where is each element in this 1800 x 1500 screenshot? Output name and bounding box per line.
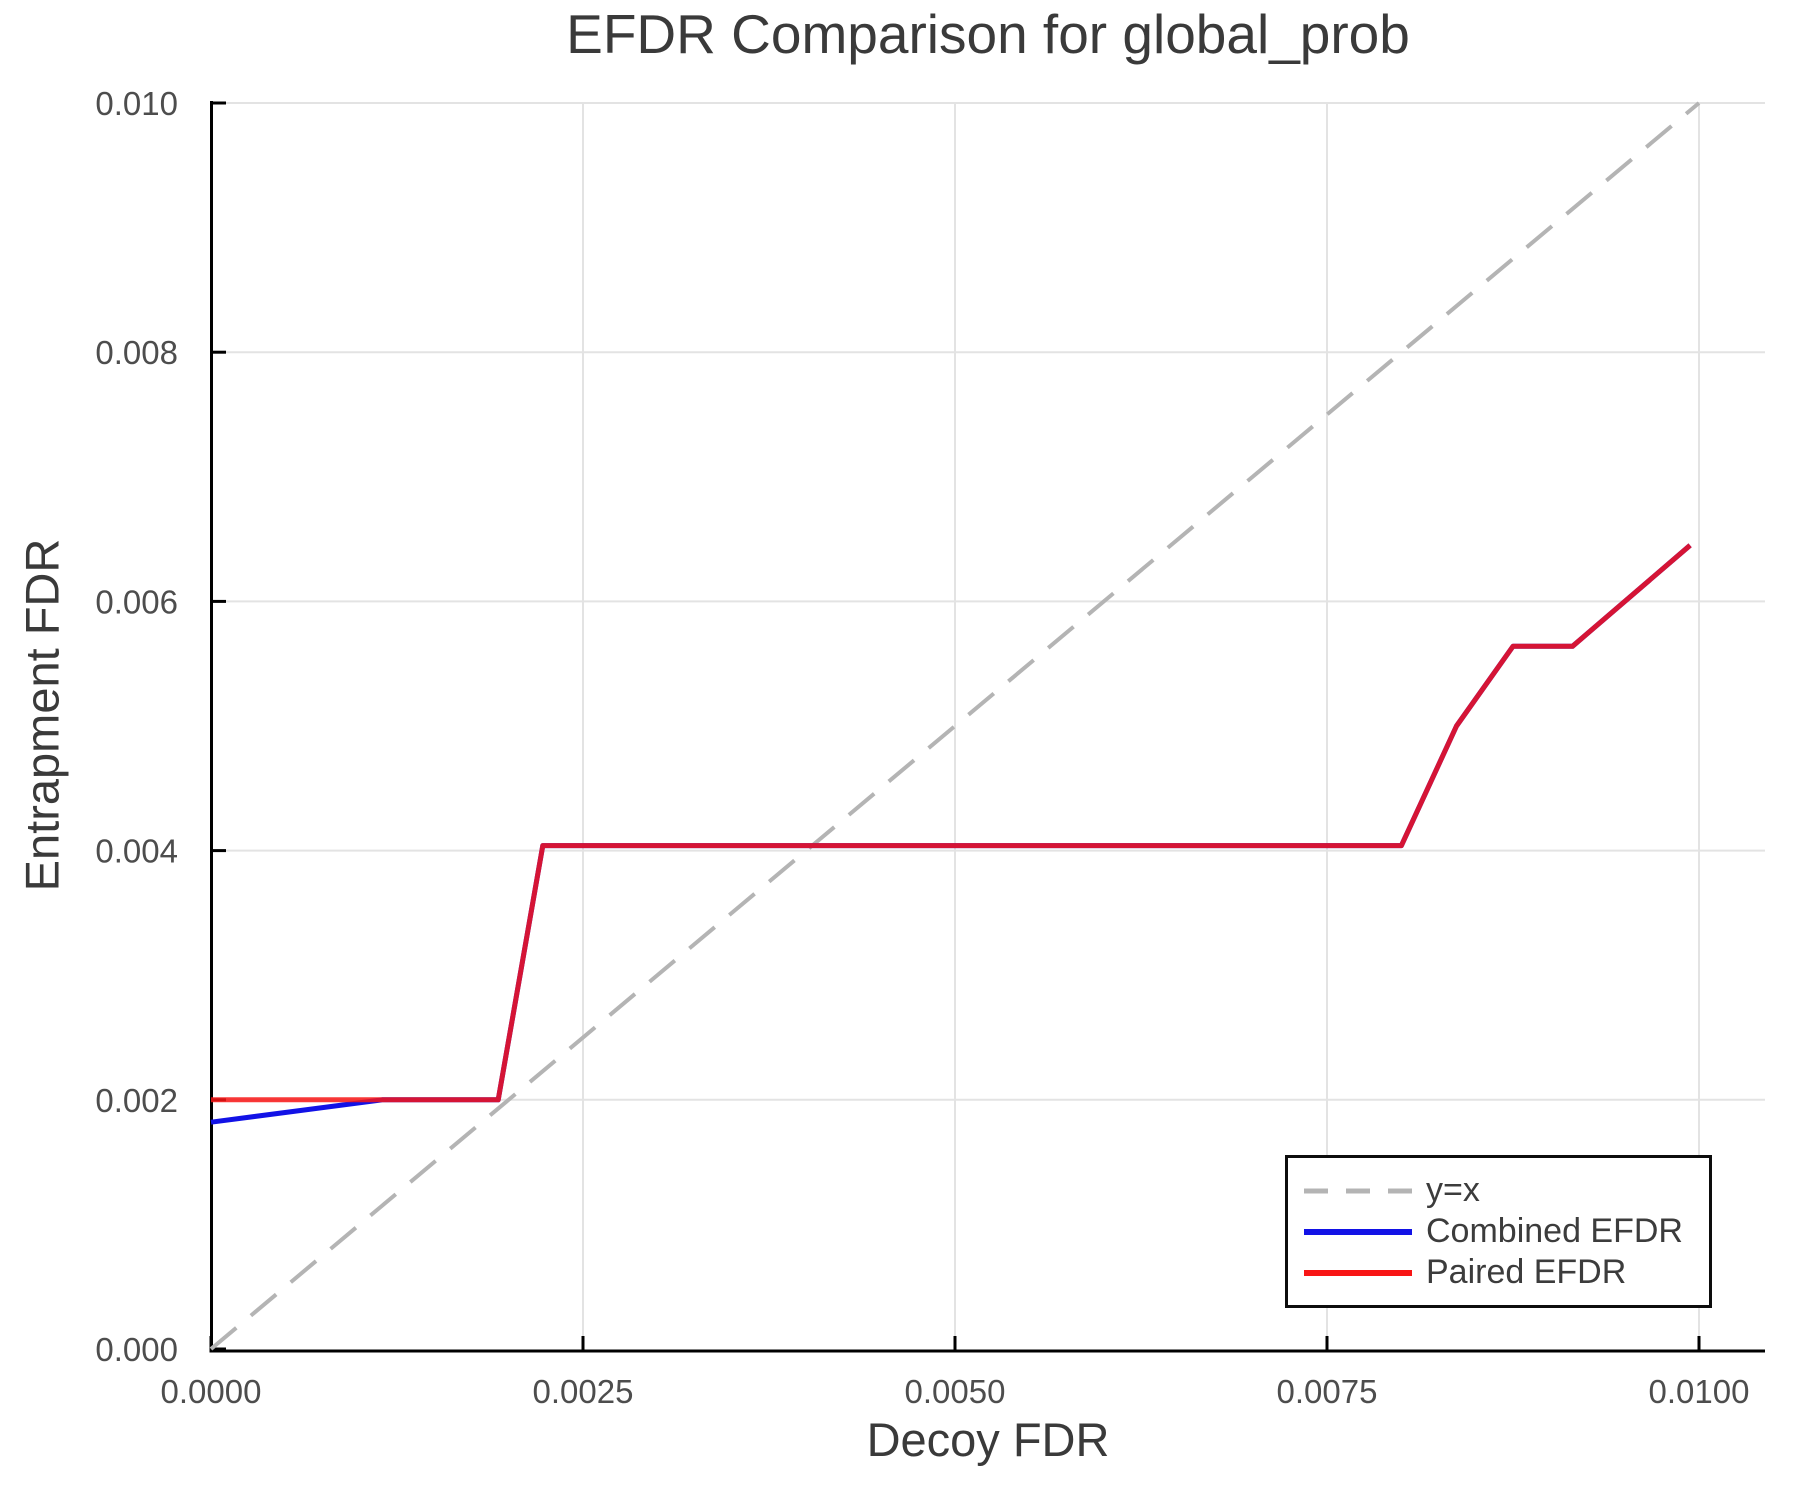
- x-tick-label: 0.0075: [1277, 1373, 1378, 1410]
- x-tick-label: 0.0025: [533, 1373, 634, 1410]
- y-tick-label: 0.004: [95, 833, 178, 870]
- y-tick-label: 0.008: [95, 334, 178, 371]
- legend: y=x Combined EFDR Paired EFDR: [1285, 1155, 1712, 1308]
- paired-line-swatch-icon: [1304, 1269, 1412, 1276]
- x-tick-label: 0.0100: [1649, 1373, 1750, 1410]
- x-tick-label: 0.0050: [905, 1373, 1006, 1410]
- series-line-y-x: [209, 101, 1701, 1351]
- series-line-combined-efdr: [210, 543, 1692, 1125]
- legend-row-paired: Paired EFDR: [1302, 1252, 1709, 1293]
- x-tick-label: 0.0000: [161, 1373, 262, 1410]
- chart-title: EFDR Comparison for global_prob: [566, 3, 1410, 65]
- legend-row-combined: Combined EFDR: [1302, 1211, 1709, 1252]
- y-tick-label: 0.002: [95, 1082, 178, 1119]
- x-axis-label: Decoy FDR: [866, 1413, 1110, 1466]
- series-line-paired-efdr: [211, 543, 1692, 1103]
- legend-row-diagonal: y=x: [1302, 1170, 1709, 1211]
- y-tick-label: 0.000: [95, 1331, 178, 1368]
- y-tick-label: 0.010: [95, 85, 178, 122]
- legend-label-combined: Combined EFDR: [1426, 1212, 1683, 1250]
- y-tick-label: 0.006: [95, 583, 178, 620]
- y-axis-label: Entrapment FDR: [15, 538, 69, 892]
- legend-label-paired: Paired EFDR: [1426, 1253, 1627, 1291]
- legend-label-diagonal: y=x: [1426, 1171, 1480, 1209]
- diagonal-line-swatch-icon: [1304, 1188, 1412, 1193]
- combined-line-swatch-icon: [1304, 1228, 1412, 1235]
